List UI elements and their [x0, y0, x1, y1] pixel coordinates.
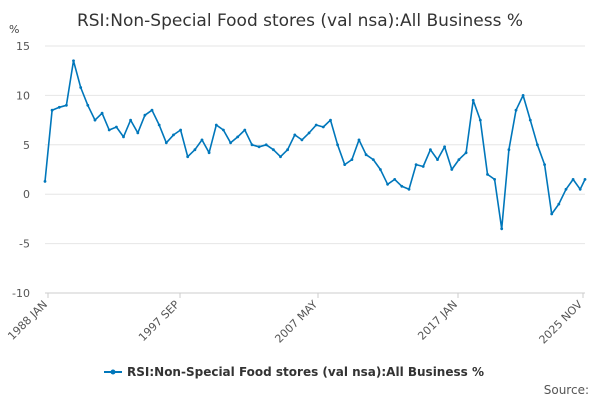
data-point[interactable]: [521, 94, 525, 97]
data-point[interactable]: [371, 158, 375, 162]
data-point[interactable]: [243, 128, 247, 132]
data-point[interactable]: [200, 138, 204, 142]
data-point[interactable]: [578, 187, 582, 191]
data-point[interactable]: [229, 141, 233, 145]
data-point[interactable]: [43, 180, 47, 183]
y-axis-unit: %: [9, 23, 19, 36]
data-point[interactable]: [150, 108, 154, 112]
data-point[interactable]: [407, 187, 411, 191]
data-point[interactable]: [214, 123, 218, 127]
data-point[interactable]: [143, 113, 147, 117]
legend-item-label: RSI:Non-Special Food stores (val nsa):Al…: [127, 365, 484, 379]
y-tick-label: -10: [12, 287, 30, 300]
data-point[interactable]: [222, 128, 225, 132]
data-point[interactable]: [122, 135, 125, 139]
data-point[interactable]: [79, 86, 83, 89]
data-point[interactable]: [136, 131, 140, 135]
y-tick-label: 15: [16, 40, 30, 53]
data-point[interactable]: [186, 155, 190, 159]
data-point[interactable]: [507, 148, 511, 152]
data-point[interactable]: [414, 163, 418, 167]
data-point[interactable]: [450, 168, 454, 171]
data-point[interactable]: [193, 148, 197, 152]
data-point[interactable]: [107, 128, 111, 132]
data-point[interactable]: [583, 178, 587, 181]
data-point[interactable]: [364, 153, 368, 157]
data-point[interactable]: [528, 118, 532, 122]
data-point[interactable]: [543, 163, 546, 167]
data-point[interactable]: [329, 118, 332, 122]
data-point[interactable]: [307, 131, 311, 135]
data-point[interactable]: [100, 111, 104, 115]
data-point[interactable]: [207, 151, 211, 155]
data-point[interactable]: [236, 135, 240, 139]
chart-title: RSI:Non-Special Food stores (val nsa):Al…: [77, 11, 523, 31]
y-tick-label: 0: [23, 188, 30, 201]
y-axis-ticks: 15 10 5 0 -5 -10: [12, 40, 30, 300]
data-point[interactable]: [571, 178, 575, 181]
data-point[interactable]: [557, 202, 561, 206]
data-point[interactable]: [286, 148, 289, 152]
data-point[interactable]: [421, 165, 425, 168]
data-point[interactable]: [272, 148, 275, 152]
data-point[interactable]: [164, 141, 168, 145]
data-point[interactable]: [514, 108, 518, 112]
data-point[interactable]: [321, 125, 325, 129]
data-point[interactable]: [379, 168, 382, 171]
data-point[interactable]: [478, 118, 482, 122]
data-point[interactable]: [464, 151, 468, 155]
data-point[interactable]: [550, 212, 554, 216]
x-tick-label: 1997 SEP: [136, 298, 182, 344]
data-point[interactable]: [93, 118, 97, 122]
data-point[interactable]: [293, 133, 297, 137]
data-point[interactable]: [536, 143, 539, 147]
data-point[interactable]: [300, 138, 304, 142]
legend[interactable]: RSI:Non-Special Food stores (val nsa):Al…: [104, 365, 484, 379]
data-point[interactable]: [357, 138, 361, 142]
data-point[interactable]: [443, 145, 446, 149]
data-point[interactable]: [486, 173, 489, 176]
data-point[interactable]: [386, 182, 389, 186]
data-point[interactable]: [393, 178, 397, 181]
data-point[interactable]: [57, 105, 61, 109]
data-point[interactable]: [172, 133, 175, 137]
data-point[interactable]: [257, 145, 261, 149]
x-tick-label: 2007 MAY: [272, 298, 320, 346]
grid-lines: [45, 45, 585, 245]
data-point[interactable]: [457, 158, 461, 162]
data-series[interactable]: [43, 59, 587, 231]
data-point[interactable]: [86, 103, 90, 107]
x-tick-label: 2017 JAN: [415, 298, 460, 343]
data-point[interactable]: [72, 59, 75, 63]
data-point[interactable]: [279, 155, 282, 159]
data-point[interactable]: [400, 184, 404, 188]
data-point[interactable]: [500, 227, 504, 231]
legend-point-marker: [110, 369, 116, 375]
data-point[interactable]: [157, 123, 161, 127]
source-label: Source:: [544, 383, 589, 397]
y-tick-label: 5: [23, 139, 30, 152]
data-point[interactable]: [436, 158, 439, 162]
data-point[interactable]: [65, 103, 68, 107]
data-point[interactable]: [179, 128, 183, 132]
y-tick-label: 10: [16, 89, 30, 102]
data-point[interactable]: [129, 118, 133, 122]
data-point[interactable]: [264, 143, 268, 147]
data-point[interactable]: [429, 148, 432, 152]
x-tick-label: 2025 NOV: [537, 298, 586, 347]
data-point[interactable]: [350, 158, 354, 162]
data-point[interactable]: [471, 98, 475, 102]
data-point[interactable]: [336, 143, 339, 147]
x-axis-ticks: 1988 JAN 1997 SEP 2007 MAY 2017 JAN 2025 NOV: [5, 293, 585, 347]
data-point[interactable]: [493, 178, 496, 181]
x-tick-label: 1988 JAN: [5, 298, 50, 343]
data-point[interactable]: [564, 187, 568, 191]
data-point[interactable]: [50, 108, 54, 112]
data-point[interactable]: [115, 125, 118, 129]
data-point[interactable]: [250, 143, 254, 147]
data-point[interactable]: [343, 163, 347, 167]
y-tick-label: -5: [19, 238, 30, 251]
data-point[interactable]: [314, 123, 318, 127]
